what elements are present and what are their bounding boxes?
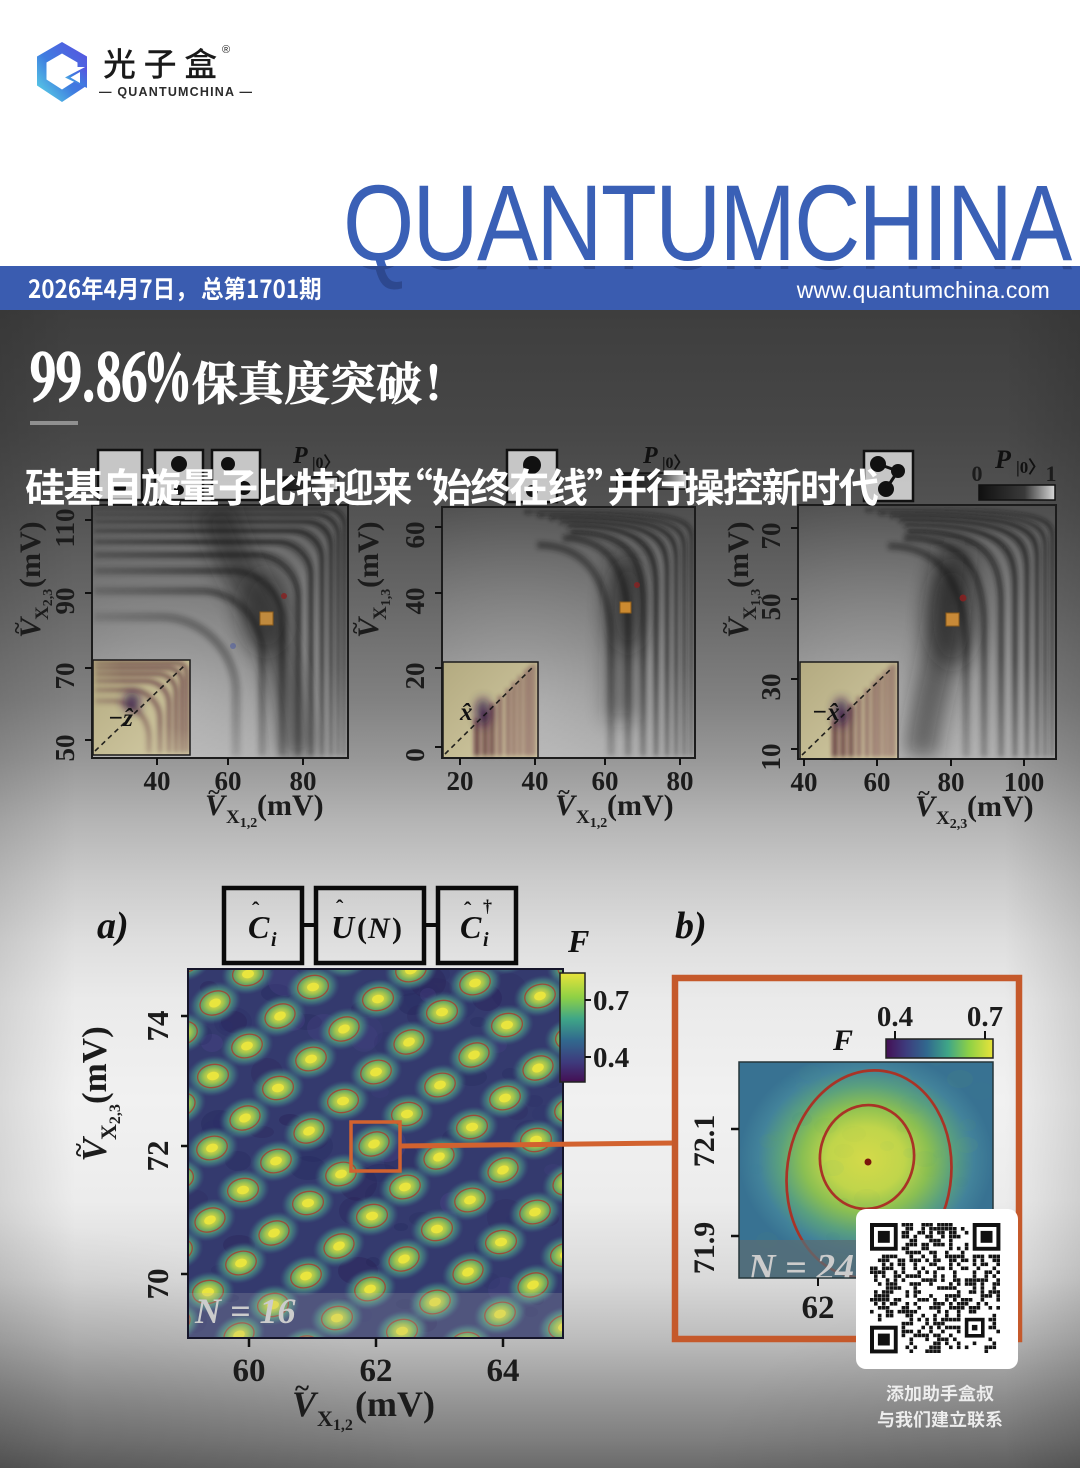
svg-text:(mV): (mV): [257, 789, 324, 822]
svg-text:V: V: [205, 789, 228, 822]
svg-text:60: 60: [592, 766, 619, 796]
svg-text:(: (: [357, 912, 367, 945]
svg-text:0: 0: [972, 461, 983, 486]
svg-text:C: C: [248, 909, 270, 945]
svg-text:F: F: [832, 1024, 853, 1057]
svg-text:X1,2: X1,2: [576, 807, 607, 831]
svg-text:(mV): (mV): [355, 1384, 435, 1424]
svg-text:N = 16: N = 16: [194, 1291, 296, 1331]
svg-text:(mV): (mV): [607, 789, 674, 822]
svg-text:62: 62: [802, 1290, 835, 1326]
svg-text:F: F: [567, 923, 589, 959]
svg-text:V: V: [75, 1136, 114, 1162]
svg-text:|0〉: |0〉: [1016, 457, 1045, 477]
svg-text:ˆ: ˆ: [464, 897, 472, 922]
svg-text:0.4: 0.4: [877, 1001, 913, 1033]
svg-text:|0〉: |0〉: [312, 454, 340, 472]
svg-text:X1,2: X1,2: [226, 807, 257, 831]
svg-text:0: 0: [400, 748, 430, 762]
svg-text:X2,3: X2,3: [96, 1104, 124, 1140]
svg-text:|0〉: |0〉: [662, 454, 690, 472]
svg-text:100: 100: [1004, 767, 1045, 797]
svg-text:P: P: [642, 443, 658, 469]
svg-text:~: ~: [208, 779, 220, 804]
svg-text:90: 90: [50, 588, 80, 615]
svg-text:80: 80: [290, 766, 317, 796]
svg-text:0.4: 0.4: [593, 1042, 629, 1074]
svg-text:V: V: [292, 1384, 319, 1424]
svg-text:ˆ: ˆ: [252, 897, 260, 922]
svg-text:X2,3: X2,3: [32, 589, 56, 620]
svg-text:60: 60: [400, 522, 430, 549]
svg-text:1: 1: [1046, 461, 1057, 486]
svg-text:~: ~: [64, 1143, 93, 1157]
svg-text:U: U: [331, 909, 356, 945]
svg-text:74: 74: [140, 1011, 175, 1042]
svg-text:0.7: 0.7: [967, 1001, 1003, 1033]
svg-text:−ẑ: −ẑ: [108, 705, 134, 732]
svg-text:(mV): (mV): [14, 521, 47, 588]
svg-text:i: i: [271, 929, 277, 951]
svg-text:~: ~: [4, 622, 29, 634]
svg-text:60: 60: [215, 766, 242, 796]
svg-text:60: 60: [233, 1353, 266, 1389]
svg-text:50: 50: [756, 594, 786, 621]
svg-text:X2,3: X2,3: [936, 808, 967, 832]
svg-text:~: ~: [558, 779, 570, 804]
svg-text:~: ~: [712, 622, 737, 634]
svg-text:110: 110: [50, 508, 80, 547]
svg-text:~: ~: [918, 780, 930, 805]
svg-text:a): a): [97, 905, 129, 947]
svg-text:P: P: [292, 443, 308, 469]
svg-text:~: ~: [342, 622, 367, 634]
svg-text:10: 10: [756, 744, 786, 771]
svg-text:ˆ: ˆ: [336, 895, 344, 920]
svg-text:b): b): [675, 905, 707, 947]
svg-text:60: 60: [864, 767, 891, 797]
svg-text:0.7: 0.7: [593, 985, 629, 1017]
svg-text:72: 72: [140, 1141, 175, 1172]
svg-text:C: C: [460, 909, 482, 945]
svg-text:†: †: [483, 896, 492, 916]
svg-text:40: 40: [522, 766, 549, 796]
svg-text:40: 40: [791, 767, 818, 797]
svg-text:80: 80: [667, 766, 694, 796]
svg-text:(mV): (mV): [967, 790, 1034, 823]
svg-text:71.9: 71.9: [688, 1222, 721, 1275]
svg-text:50: 50: [50, 735, 80, 762]
svg-text:64: 64: [487, 1353, 520, 1389]
svg-text:20: 20: [400, 663, 430, 690]
svg-text:(mV): (mV): [352, 521, 385, 588]
svg-text:70: 70: [140, 1269, 175, 1300]
svg-text:i: i: [483, 929, 489, 951]
svg-text:80: 80: [938, 767, 965, 797]
svg-text:V: V: [352, 615, 385, 638]
svg-text:20: 20: [447, 766, 474, 796]
svg-text:(mV): (mV): [722, 521, 755, 588]
svg-text:40: 40: [400, 588, 430, 615]
svg-text:N: N: [367, 912, 391, 945]
svg-text:70: 70: [50, 663, 80, 690]
svg-text:72.1: 72.1: [688, 1115, 721, 1168]
svg-text:V: V: [555, 789, 578, 822]
svg-text:~: ~: [295, 1373, 309, 1403]
svg-text:V: V: [915, 790, 938, 823]
svg-text:N = 24: N = 24: [747, 1247, 854, 1289]
svg-text:62: 62: [360, 1353, 393, 1389]
svg-text:X1,2: X1,2: [317, 1406, 353, 1434]
svg-text:X1,3: X1,3: [740, 589, 764, 620]
svg-text:): ): [392, 912, 402, 945]
svg-text:70: 70: [756, 523, 786, 550]
svg-text:V: V: [14, 615, 47, 638]
svg-text:−x̂: −x̂: [812, 699, 840, 726]
svg-text:(mV): (mV): [75, 1026, 114, 1104]
svg-text:P: P: [994, 445, 1012, 474]
svg-text:30: 30: [756, 674, 786, 701]
svg-text:X1,3: X1,3: [370, 589, 394, 620]
svg-text:40: 40: [144, 766, 171, 796]
svg-text:x̂: x̂: [459, 699, 473, 726]
svg-text:V: V: [722, 615, 755, 638]
